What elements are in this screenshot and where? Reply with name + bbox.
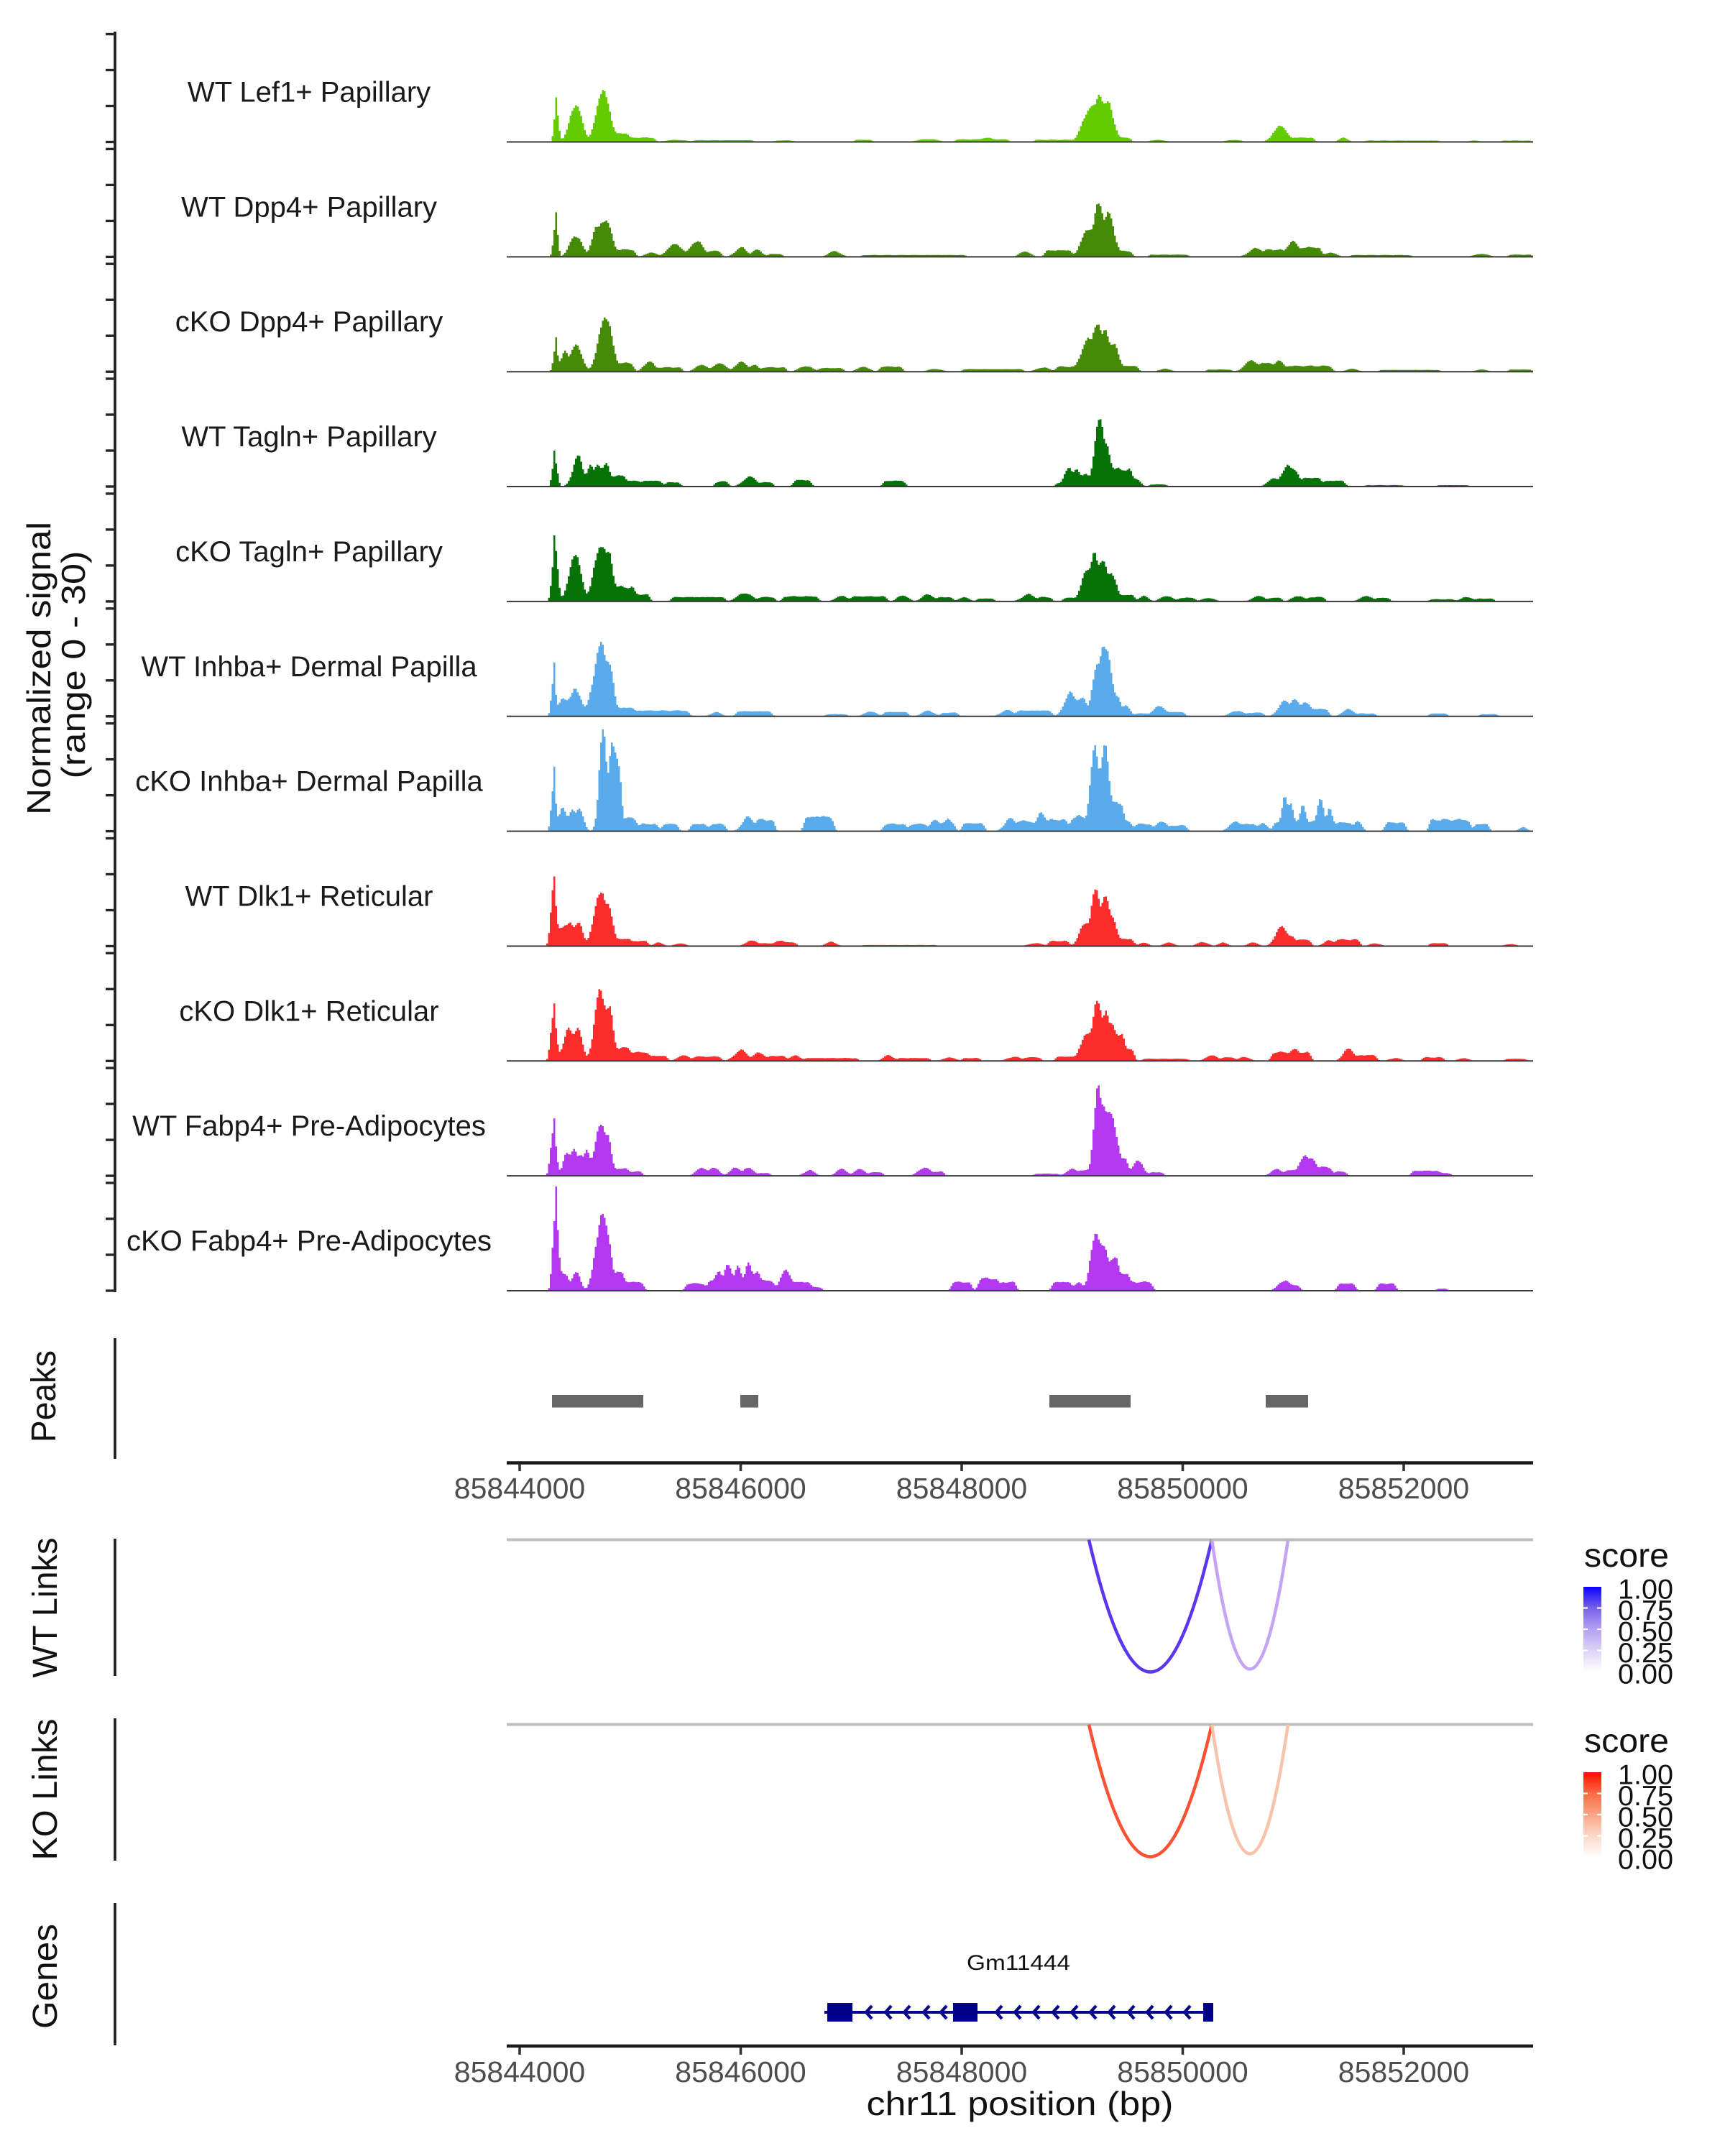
svg-text:0.00: 0.00 [1618,1659,1673,1690]
svg-text:1.00: 1.00 [1618,1575,1673,1606]
svg-text:0.50: 0.50 [1618,1617,1673,1648]
svg-text:cKO Dlk1+ Reticular: cKO Dlk1+ Reticular [179,995,438,1027]
svg-text:cKO Fabp4+ Pre-Adipocytes: cKO Fabp4+ Pre-Adipocytes [126,1225,492,1257]
svg-text:chr11 position (bp): chr11 position (bp) [867,2085,1174,2122]
svg-text:Peaks: Peaks [25,1350,63,1442]
svg-text:85846000: 85846000 [675,2055,806,2088]
svg-text:85852000: 85852000 [1338,1472,1469,1505]
svg-text:cKO Tagln+ Papillary: cKO Tagln+ Papillary [175,536,443,568]
svg-text:KO Links: KO Links [27,1719,65,1861]
svg-text:WT Links: WT Links [27,1538,65,1678]
svg-text:WT Tagln+ Papillary: WT Tagln+ Papillary [181,421,436,453]
svg-text:85850000: 85850000 [1117,1472,1248,1505]
svg-text:Normalized signal: Normalized signal [20,522,58,815]
svg-text:85848000: 85848000 [896,1472,1027,1505]
svg-text:WT Inhba+ Dermal Papilla: WT Inhba+ Dermal Papilla [141,651,477,683]
svg-text:cKO Inhba+ Dermal Papilla: cKO Inhba+ Dermal Papilla [135,766,483,798]
svg-text:0.00: 0.00 [1618,1845,1673,1876]
svg-text:WT Dlk1+ Reticular: WT Dlk1+ Reticular [185,881,433,913]
svg-text:WT Fabp4+ Pre-Adipocytes: WT Fabp4+ Pre-Adipocytes [132,1110,486,1142]
svg-text:85850000: 85850000 [1117,2055,1248,2088]
svg-text:0.75: 0.75 [1618,1781,1673,1812]
svg-text:score: score [1584,1722,1669,1759]
svg-text:0.50: 0.50 [1618,1802,1673,1833]
svg-text:85848000: 85848000 [896,2055,1027,2088]
svg-text:0.75: 0.75 [1618,1595,1673,1626]
svg-text:85844000: 85844000 [454,1472,585,1505]
svg-text:85846000: 85846000 [675,1472,806,1505]
svg-text:(range 0 - 30): (range 0 - 30) [55,551,92,779]
svg-text:score: score [1584,1537,1669,1574]
svg-text:WT Dpp4+ Papillary: WT Dpp4+ Papillary [181,191,437,223]
svg-text:0.25: 0.25 [1618,1638,1673,1669]
svg-text:Genes: Genes [27,1924,65,2029]
svg-text:WT Lef1+ Papillary: WT Lef1+ Papillary [188,77,431,109]
svg-text:Gm11444: Gm11444 [967,1951,1070,1975]
svg-text:1.00: 1.00 [1618,1760,1673,1791]
svg-text:85852000: 85852000 [1338,2055,1469,2088]
svg-text:cKO Dpp4+ Papillary: cKO Dpp4+ Papillary [175,306,443,338]
svg-text:0.25: 0.25 [1618,1823,1673,1854]
svg-text:85844000: 85844000 [454,2055,585,2088]
